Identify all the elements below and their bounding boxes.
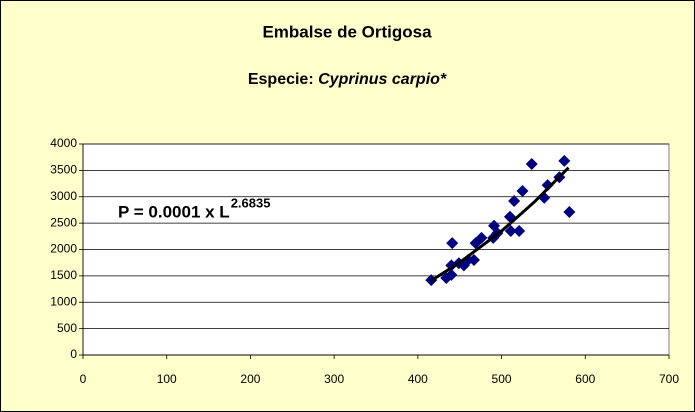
y-tick-label: 4000 <box>50 136 77 150</box>
y-tick-label: 3500 <box>50 163 77 177</box>
x-tick-label: 600 <box>575 372 595 386</box>
y-tick-label: 3000 <box>50 189 77 203</box>
y-tick-label: 1000 <box>50 294 77 308</box>
equation: P = 0.0001 x L <box>118 202 230 221</box>
x-tick-label: 700 <box>659 372 679 386</box>
y-tick-label: 1500 <box>50 268 77 282</box>
data-point <box>467 254 480 267</box>
x-tick-label: 500 <box>492 372 512 386</box>
x-tick-label: 0 <box>80 372 87 386</box>
x-tick-label: 200 <box>240 372 260 386</box>
trendline <box>429 166 570 283</box>
y-tick-label: 2500 <box>50 215 77 229</box>
subtitle-prefix: Especie: <box>248 71 314 88</box>
data-point <box>516 184 529 197</box>
data-point <box>525 158 538 171</box>
data-point <box>475 231 488 244</box>
subtitle-species: Cyprinus carpio* <box>318 71 447 88</box>
y-tick-label: 2000 <box>50 242 77 256</box>
equation-exponent: 2.6835 <box>231 195 271 210</box>
x-tick-label: 300 <box>324 372 344 386</box>
y-tick-label: 500 <box>57 321 77 335</box>
data-point <box>563 206 576 219</box>
chart-subtitle: Especie: Cyprinus carpio* <box>248 71 447 88</box>
data-point <box>508 194 521 207</box>
data-point <box>445 268 458 281</box>
data-point <box>504 225 517 238</box>
data-point <box>513 225 526 238</box>
y-tick-label: 0 <box>70 347 77 361</box>
data-point <box>446 237 459 250</box>
data-point <box>541 179 554 192</box>
chart-title: Embalse de Ortigosa <box>262 22 432 41</box>
x-tick-label: 400 <box>408 372 428 386</box>
data-point <box>558 154 571 167</box>
x-tick-label: 100 <box>157 372 177 386</box>
